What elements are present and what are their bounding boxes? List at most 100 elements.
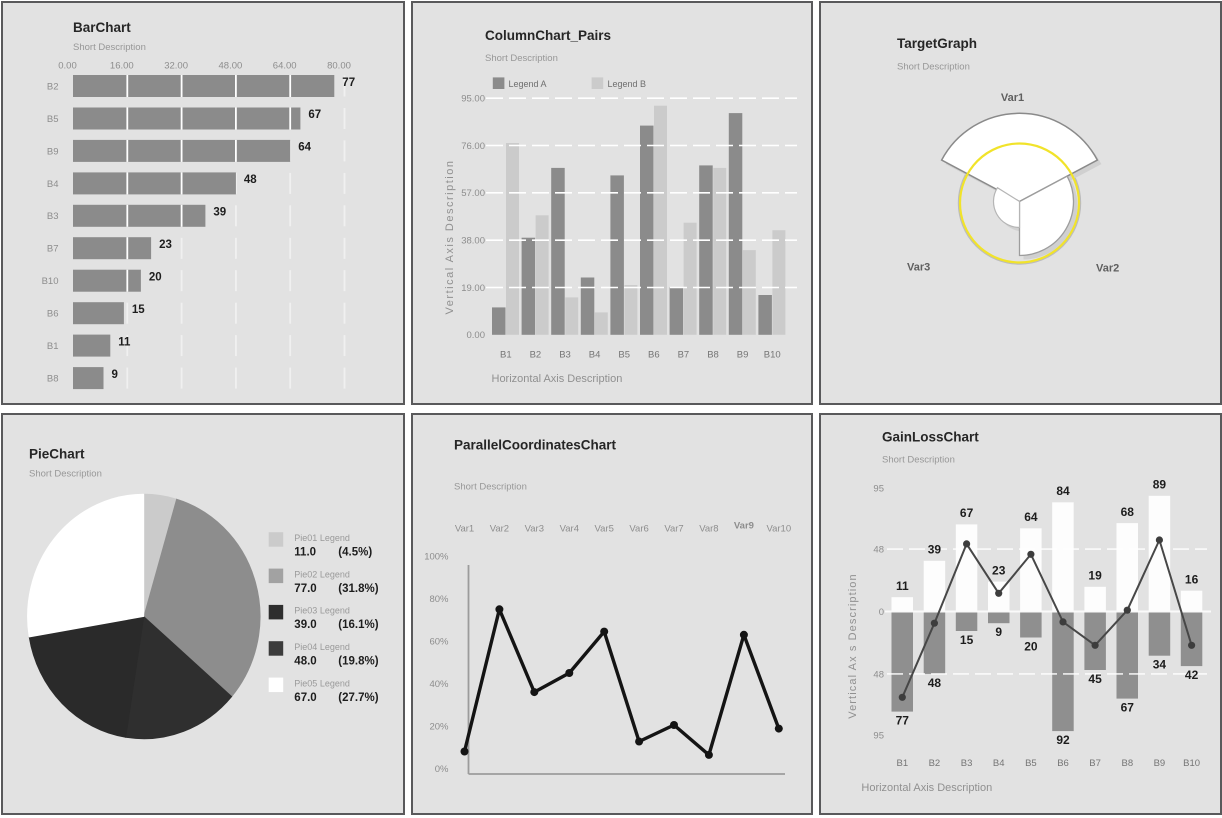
svg-text:B4: B4: [589, 350, 601, 361]
svg-text:B8: B8: [707, 350, 719, 361]
svg-text:77: 77: [342, 77, 355, 89]
svg-text:48.0: 48.0: [294, 655, 316, 667]
svg-text:(27.7%): (27.7%): [338, 692, 378, 704]
svg-text:92: 92: [1056, 733, 1070, 747]
svg-text:B8: B8: [47, 373, 59, 384]
svg-text:19: 19: [1088, 569, 1102, 583]
svg-text:68: 68: [1121, 505, 1135, 519]
svg-text:20: 20: [149, 272, 162, 284]
svg-text:Horizontal Axis Description: Horizontal Axis Description: [492, 373, 623, 385]
svg-text:0.00: 0.00: [467, 330, 486, 341]
svg-text:Var9: Var9: [734, 521, 754, 532]
svg-text:B5: B5: [618, 350, 630, 361]
svg-text:84: 84: [1056, 484, 1070, 498]
svg-text:15: 15: [132, 304, 145, 316]
svg-text:PieChart: PieChart: [29, 447, 85, 462]
svg-text:60%: 60%: [429, 636, 449, 647]
svg-text:B9: B9: [737, 350, 749, 361]
svg-text:95.00: 95.00: [461, 94, 485, 105]
svg-text:95: 95: [873, 483, 884, 494]
svg-text:Var8: Var8: [699, 524, 718, 535]
svg-text:Legend A: Legend A: [509, 79, 547, 89]
svg-text:80%: 80%: [429, 594, 449, 605]
svg-text:B2: B2: [929, 758, 941, 769]
svg-text:76.00: 76.00: [461, 141, 485, 152]
svg-text:16: 16: [1185, 573, 1199, 587]
svg-text:9: 9: [112, 369, 118, 381]
svg-text:Var2: Var2: [490, 524, 509, 535]
svg-text:B6: B6: [47, 309, 59, 320]
svg-text:B3: B3: [47, 211, 59, 222]
svg-text:Pie03 Legend: Pie03 Legend: [294, 606, 350, 616]
svg-text:Var4: Var4: [560, 524, 579, 535]
svg-text:(31.8%): (31.8%): [338, 583, 378, 595]
svg-text:20%: 20%: [429, 721, 449, 732]
svg-text:B2: B2: [530, 350, 542, 361]
svg-text:B3: B3: [961, 758, 973, 769]
svg-text:9: 9: [995, 625, 1002, 639]
svg-text:(16.1%): (16.1%): [338, 619, 378, 631]
svg-text:20: 20: [1024, 640, 1038, 654]
svg-text:77: 77: [896, 714, 910, 728]
svg-text:64: 64: [298, 142, 311, 154]
svg-text:Horizontal Axis Description: Horizontal Axis Description: [861, 782, 992, 794]
svg-text:B9: B9: [47, 146, 59, 157]
svg-text:B6: B6: [648, 350, 660, 361]
svg-text:B10: B10: [42, 276, 59, 287]
svg-text:39.0: 39.0: [294, 619, 316, 631]
svg-text:Var3: Var3: [525, 524, 544, 535]
svg-text:B2: B2: [47, 81, 59, 92]
svg-text:B8: B8: [1121, 758, 1133, 769]
svg-text:48: 48: [928, 676, 942, 690]
svg-text:64.00: 64.00: [273, 60, 297, 71]
svg-text:11: 11: [118, 336, 131, 348]
svg-text:40%: 40%: [429, 679, 449, 690]
svg-text:67.0: 67.0: [294, 692, 316, 704]
svg-text:B1: B1: [500, 350, 512, 361]
svg-text:34: 34: [1153, 658, 1167, 672]
svg-text:Var3: Var3: [907, 262, 930, 274]
svg-text:B3: B3: [559, 350, 571, 361]
svg-text:Var7: Var7: [664, 524, 683, 535]
svg-text:GainLossChart: GainLossChart: [882, 430, 979, 445]
svg-text:19.00: 19.00: [461, 283, 485, 294]
svg-text:Legend B: Legend B: [608, 79, 647, 89]
svg-text:16.00: 16.00: [110, 60, 134, 71]
svg-text:0: 0: [879, 607, 884, 618]
svg-text:100%: 100%: [424, 552, 449, 563]
svg-text:B10: B10: [1183, 758, 1200, 769]
svg-text:B7: B7: [47, 244, 59, 255]
svg-text:Pie05 Legend: Pie05 Legend: [294, 678, 350, 688]
svg-text:B6: B6: [1057, 758, 1069, 769]
svg-text:B10: B10: [764, 350, 781, 361]
svg-text:0.00: 0.00: [58, 60, 77, 71]
svg-text:Var1: Var1: [1001, 92, 1024, 104]
svg-text:67: 67: [960, 506, 974, 520]
svg-text:Var5: Var5: [595, 524, 614, 535]
svg-text:B7: B7: [678, 350, 690, 361]
svg-text:32.00: 32.00: [164, 60, 188, 71]
svg-text:Vertical Ax s Description: Vertical Ax s Description: [847, 573, 859, 719]
svg-text:Short Description: Short Description: [29, 469, 102, 480]
svg-text:23: 23: [159, 239, 172, 251]
svg-text:B4: B4: [47, 179, 59, 190]
svg-text:80.00: 80.00: [327, 60, 351, 71]
svg-text:Vertical Axis Description: Vertical Axis Description: [444, 160, 456, 315]
svg-text:Pie02 Legend: Pie02 Legend: [294, 569, 350, 579]
svg-text:BarChart: BarChart: [73, 20, 131, 35]
svg-text:42: 42: [1185, 668, 1199, 682]
svg-text:39: 39: [928, 543, 942, 557]
svg-text:45: 45: [1088, 672, 1102, 686]
svg-text:Short Description: Short Description: [454, 482, 527, 493]
svg-text:23: 23: [992, 563, 1006, 577]
svg-text:Pie04 Legend: Pie04 Legend: [294, 642, 350, 652]
svg-text:77.0: 77.0: [294, 583, 316, 595]
svg-text:48.00: 48.00: [219, 60, 243, 71]
svg-text:89: 89: [1153, 478, 1167, 492]
svg-text:Var1: Var1: [455, 524, 474, 535]
svg-text:67: 67: [1121, 701, 1135, 715]
svg-text:11: 11: [896, 579, 909, 593]
svg-text:39: 39: [213, 207, 226, 219]
svg-text:11.0: 11.0: [294, 546, 316, 558]
svg-text:48: 48: [873, 545, 884, 556]
